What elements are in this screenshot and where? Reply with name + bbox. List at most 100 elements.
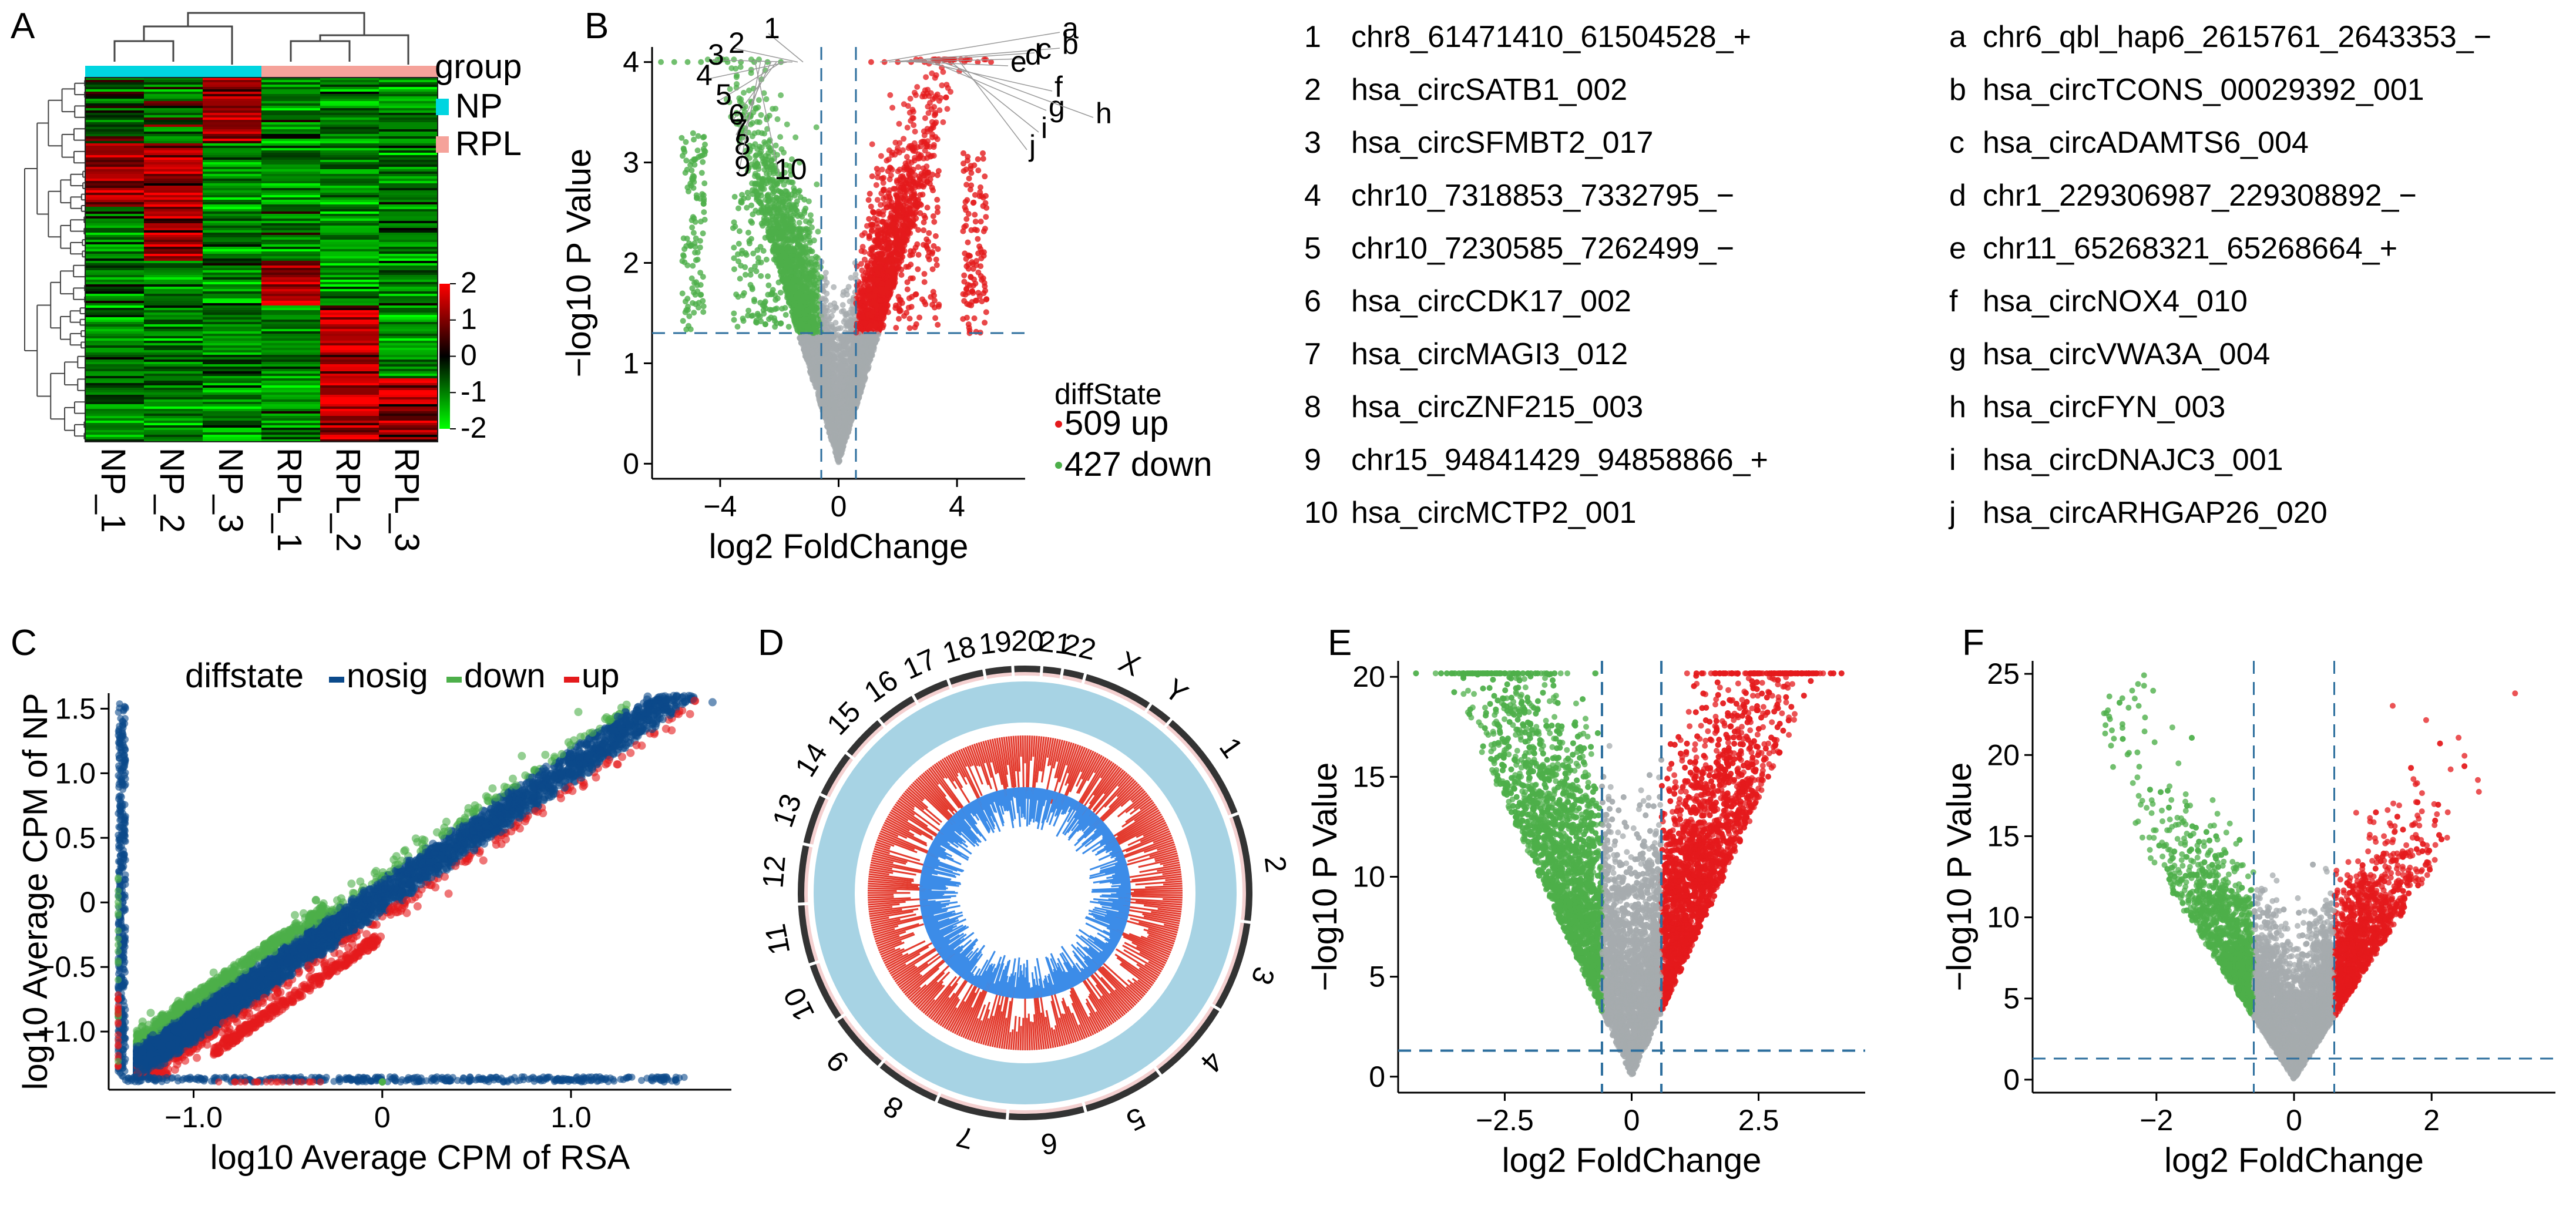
heatmap-cell [144, 136, 203, 139]
heatmap-cell [203, 261, 261, 264]
heatmap-cell [85, 82, 144, 85]
heatmap-cell [379, 407, 438, 409]
heatmap-cell [203, 317, 261, 320]
heatmap-cell [379, 287, 438, 290]
heatmap-cell [379, 132, 438, 135]
heatmap-cell [85, 313, 144, 315]
heatmap-cell [85, 317, 144, 320]
heatmap-cell [85, 240, 144, 243]
heatmap-cell [203, 383, 261, 386]
heatmap-cell [261, 78, 320, 80]
heatmap-cell [203, 298, 261, 301]
heatmap-cell [261, 110, 320, 113]
heatmap-cell [320, 94, 379, 97]
heatmap-cell [261, 367, 320, 369]
heatmap-cell [144, 322, 203, 325]
heatmap-cell [379, 150, 438, 153]
heatmap-cell [85, 284, 144, 287]
heatmap-cell [144, 270, 203, 273]
heatmap-cell [320, 418, 379, 421]
heatmap-cell [261, 254, 320, 257]
heatmap-cell [379, 315, 438, 318]
heatmap-cell [203, 371, 261, 374]
volcano-point [928, 125, 935, 132]
heatmap-cell [320, 291, 379, 294]
heatmap-cell [85, 430, 144, 433]
heatmap-cell [85, 261, 144, 264]
volcano-point [813, 124, 820, 130]
heatmap-cell [203, 226, 261, 229]
heatmap-cell [320, 289, 379, 292]
heatmap-cell [203, 432, 261, 435]
heatmap-cell [320, 376, 379, 379]
volcano-point [932, 75, 938, 81]
heatmap-cell [261, 378, 320, 381]
heatmap-cell [144, 240, 203, 243]
heatmap-cell [203, 362, 261, 365]
heatmap-cell [85, 345, 144, 348]
heatmap-cell [261, 157, 320, 160]
heatmap-cell [85, 416, 144, 419]
heatmap-cell [144, 430, 203, 433]
volcano-point [758, 112, 764, 118]
heatmap-cell [203, 157, 261, 160]
heatmap-cell [85, 336, 144, 339]
heatmap-cell [320, 146, 379, 149]
heatmap-cell [144, 357, 203, 360]
heatmap-cell [379, 181, 438, 184]
heatmap-cell [85, 397, 144, 400]
colorbar-tick-label: -2 [461, 411, 486, 444]
heatmap-cell [379, 324, 438, 327]
heatmap-cell [320, 360, 379, 362]
heatmap-cell [261, 103, 320, 106]
heatmap-cell [85, 404, 144, 407]
heatmap-cell [261, 407, 320, 409]
heatmap-cell [144, 99, 203, 102]
heatmap-cell [144, 247, 203, 250]
heatmap-cell [85, 235, 144, 238]
heatmap-cell [261, 228, 320, 231]
heatmap-cell [203, 174, 261, 177]
heatmap-cell [261, 336, 320, 339]
heatmap-cell [85, 216, 144, 219]
heatmap-cell [379, 303, 438, 306]
heatmap-cell [85, 338, 144, 341]
heatmap-cell [85, 244, 144, 247]
heatmap-cell [85, 99, 144, 102]
heatmap-cell [261, 99, 320, 102]
heatmap-cell [85, 127, 144, 130]
heatmap-cell [203, 367, 261, 369]
heatmap-cell [203, 235, 261, 238]
heatmap-cell [379, 172, 438, 174]
heatmap-cell [379, 390, 438, 393]
heatmap-cell [144, 381, 203, 384]
heatmap-cell [320, 85, 379, 88]
heatmap-cell [144, 392, 203, 395]
heatmap-cell [203, 254, 261, 257]
heatmap-cell [144, 416, 203, 419]
heatmap-cell [320, 108, 379, 111]
heatmap-cell [379, 322, 438, 325]
heatmap-cell [203, 374, 261, 377]
heatmap-cell [144, 134, 203, 137]
heatmap-cell [261, 395, 320, 398]
volcano-point [733, 74, 740, 80]
heatmap-cell [144, 320, 203, 323]
heatmap-cell [85, 139, 144, 142]
heatmap-cell [144, 414, 203, 416]
heatmap-cell [85, 221, 144, 224]
heatmap-cell [379, 85, 438, 88]
volcano-point [748, 70, 754, 76]
heatmap-cell [261, 399, 320, 402]
heatmap-cell [144, 310, 203, 313]
heatmap-cell [85, 136, 144, 139]
heatmap-cell [144, 103, 203, 106]
volcano-point [808, 217, 814, 224]
heatmap-cell [85, 277, 144, 280]
heatmap-cell [320, 416, 379, 419]
heatmap-cell [85, 132, 144, 135]
heatmap-cell [320, 308, 379, 311]
heatmap-cell [379, 214, 438, 217]
volcano-point [909, 115, 916, 121]
heatmap-cell [261, 289, 320, 292]
